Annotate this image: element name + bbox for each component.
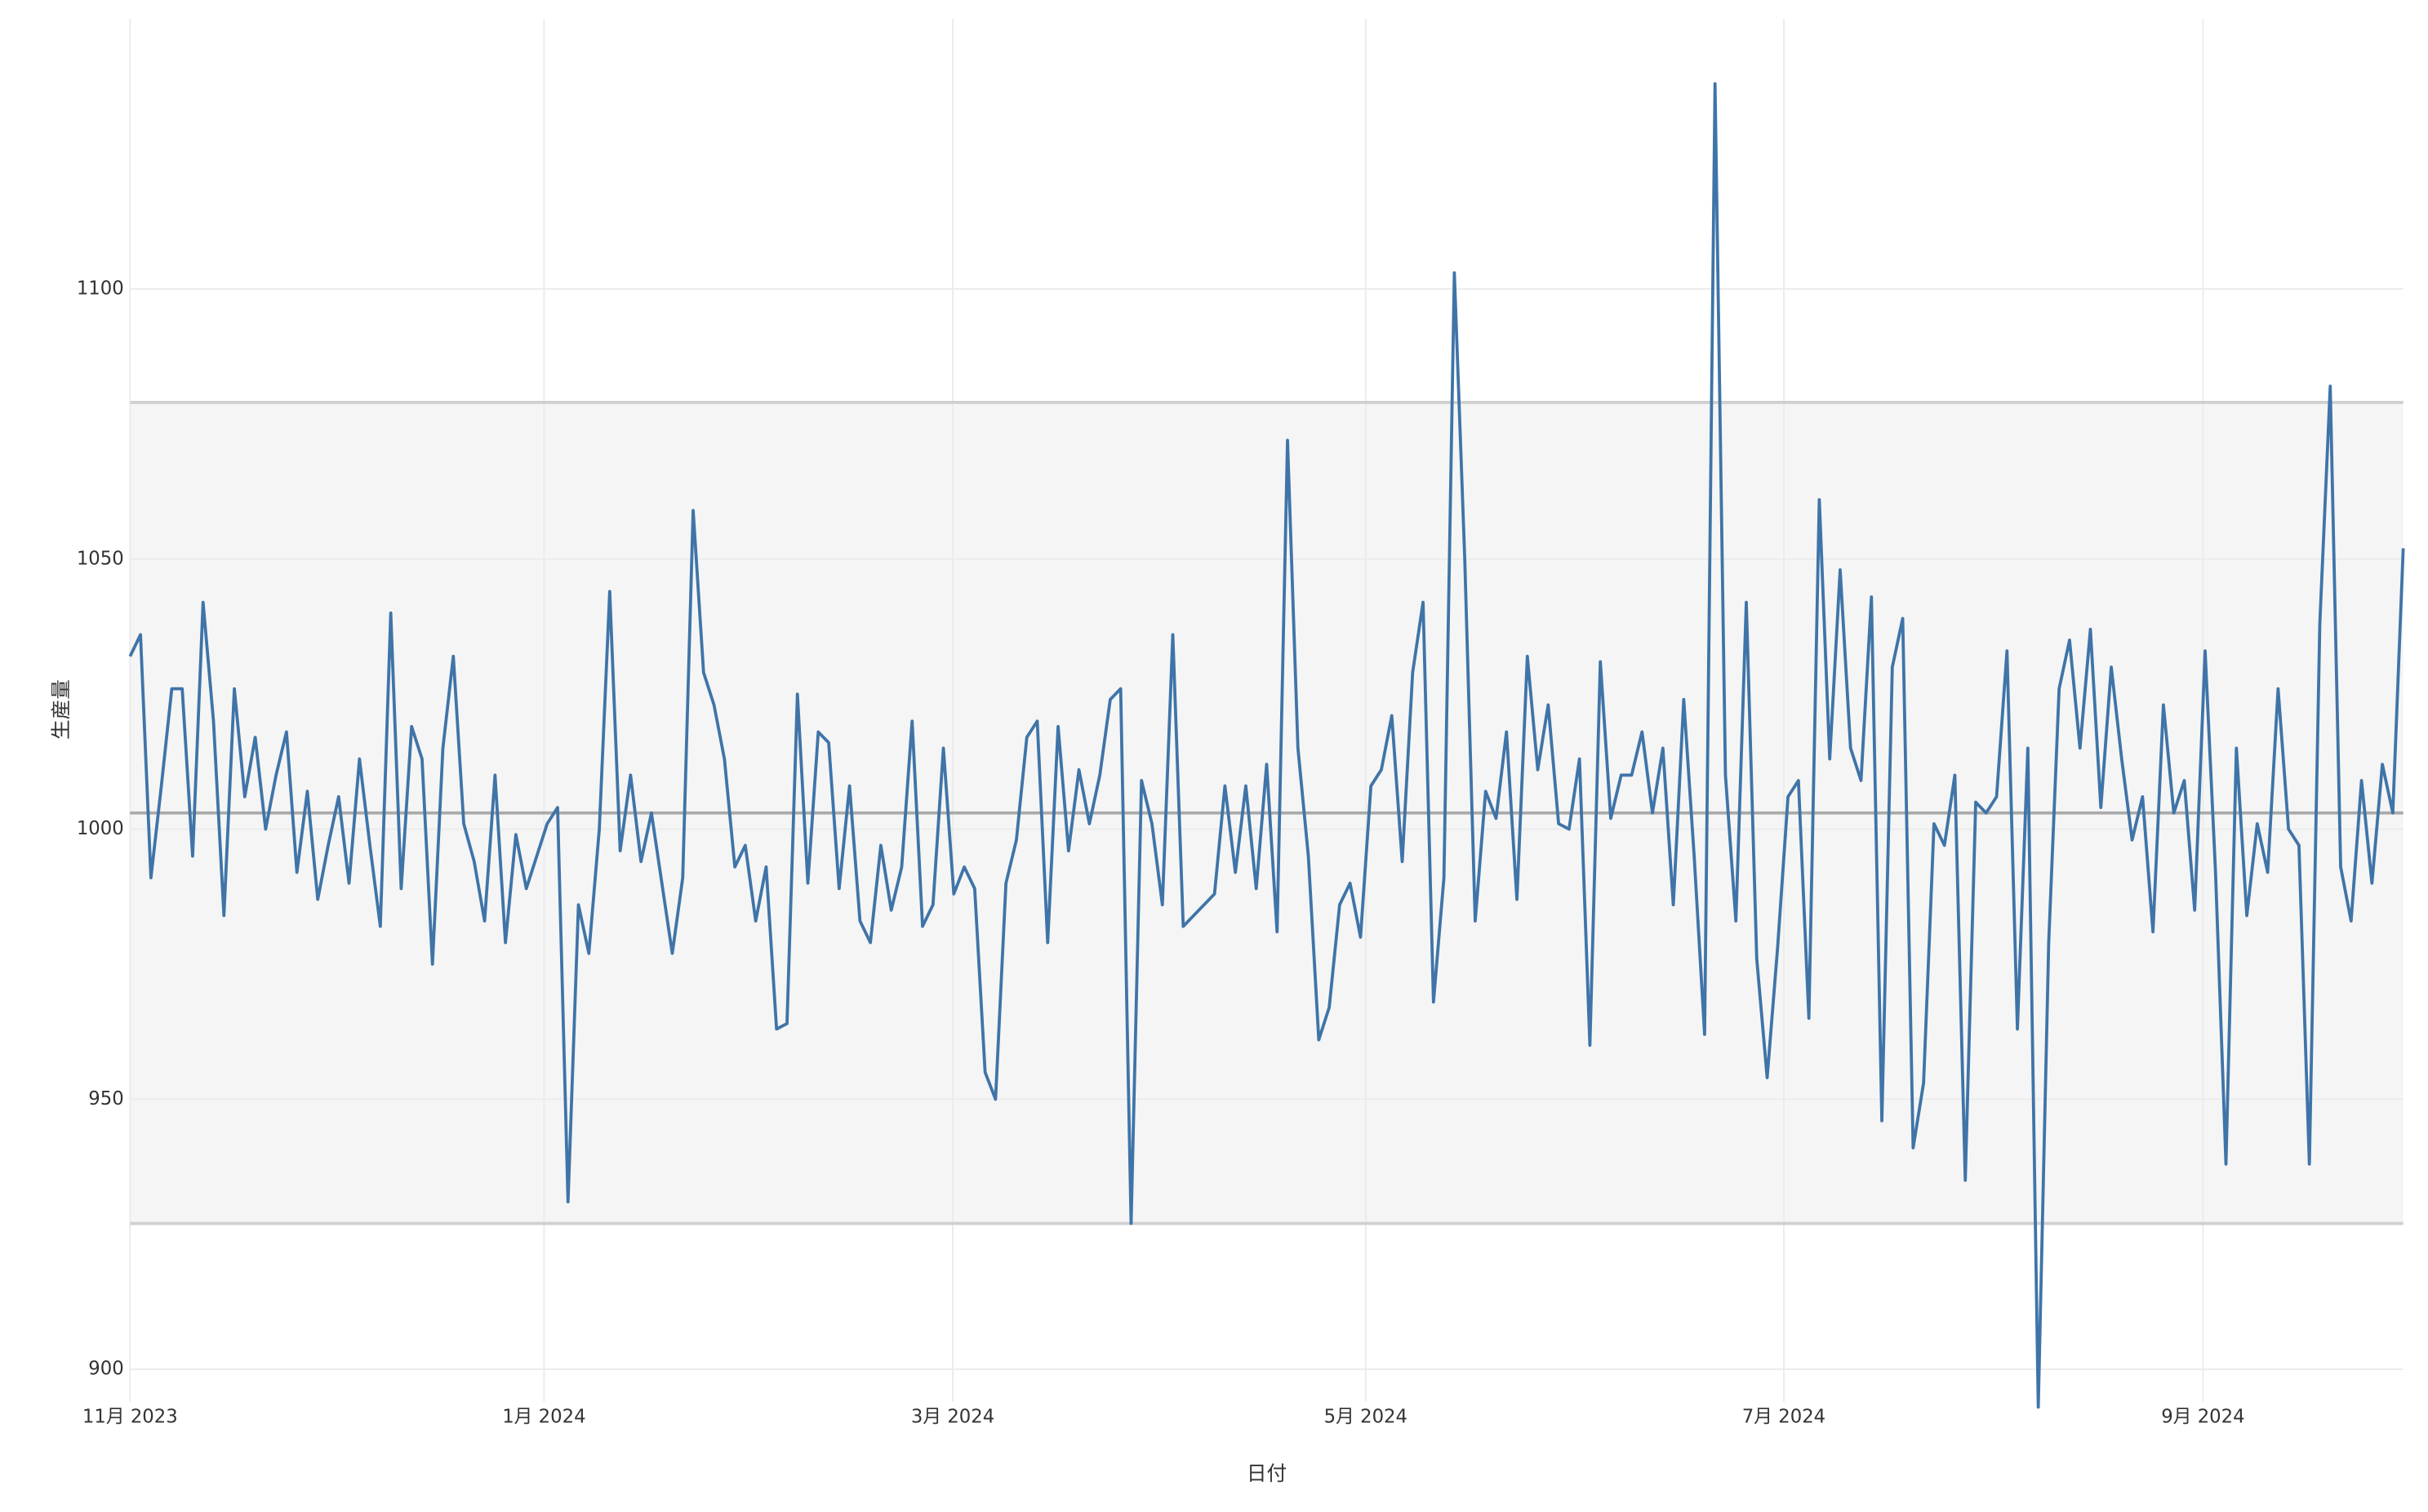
y-tick-label: 1100 [77, 278, 124, 299]
data-line [128, 82, 2405, 1409]
y-tick-label: 900 [88, 1359, 123, 1380]
x-axis-title: 日付 [1247, 1461, 1287, 1485]
x-tick-label: 3月 2024 [911, 1406, 994, 1427]
y-tick-label: 1050 [77, 548, 124, 569]
x-tick-label: 11月 2023 [82, 1406, 178, 1427]
y-tick-label: 950 [88, 1088, 123, 1110]
x-tick-label: 1月 2024 [502, 1406, 585, 1427]
x-tick-label: 5月 2024 [1324, 1406, 1407, 1427]
y-axis-title: 生産量 [49, 679, 73, 740]
x-tick-label: 7月 2024 [1742, 1406, 1825, 1427]
x-tick-label: 9月 2024 [2161, 1406, 2244, 1427]
y-tick-label: 1000 [77, 818, 124, 839]
